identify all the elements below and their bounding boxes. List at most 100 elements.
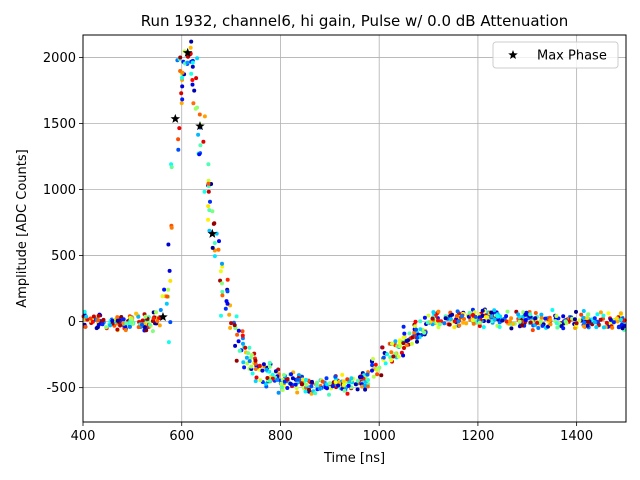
scatter-point	[324, 376, 329, 381]
scatter-point	[379, 373, 384, 378]
scatter-point	[202, 114, 207, 119]
scatter-point	[550, 308, 555, 312]
scatter-point	[608, 317, 613, 322]
scatter-point	[288, 381, 293, 386]
scatter-point	[166, 242, 171, 247]
scatter-point	[397, 341, 402, 346]
scatter-point	[539, 312, 544, 317]
legend-box	[492, 41, 619, 69]
scatter-point	[261, 362, 266, 367]
scatter-point	[225, 277, 230, 282]
scatter-point	[157, 316, 162, 321]
scatter-point	[206, 189, 211, 194]
scatter-point	[244, 355, 249, 360]
scatter-point	[245, 361, 250, 366]
scatter-point	[118, 323, 123, 328]
scatter-point	[194, 76, 199, 81]
scatter-point	[310, 379, 314, 384]
scatter-point	[210, 245, 215, 250]
scatter-point	[349, 376, 354, 381]
scatter-point	[355, 378, 360, 383]
scatter-point	[507, 319, 512, 324]
scatter-point	[158, 308, 163, 312]
scatter-point	[293, 382, 298, 387]
scatter-point	[618, 317, 623, 322]
scatter-point	[604, 320, 609, 325]
scatter-point	[492, 317, 497, 322]
scatter-point	[155, 319, 160, 324]
x-tick-label: 800	[268, 429, 293, 444]
scatter-point	[88, 316, 93, 321]
scatter-point	[345, 391, 350, 396]
scatter-point	[353, 382, 358, 387]
scatter-point	[436, 309, 441, 314]
scatter-point	[492, 308, 497, 313]
scatter-point	[443, 316, 448, 321]
scatter-point	[243, 345, 248, 350]
scatter-point	[517, 319, 522, 324]
scatter-point	[467, 310, 472, 315]
scatter-point	[548, 318, 553, 323]
scatter-point	[176, 137, 181, 142]
scatter-point	[462, 317, 466, 321]
scatter-point	[523, 312, 528, 317]
scatter-point	[380, 345, 385, 350]
scatter-point	[225, 289, 230, 294]
scatter-point	[581, 315, 586, 320]
scatter-point	[359, 375, 364, 379]
scatter-point	[208, 199, 212, 204]
scatter-point	[413, 324, 418, 329]
scatter-point	[340, 372, 345, 377]
scatter-point	[188, 45, 193, 50]
scatter-point	[207, 208, 212, 213]
scatter-point	[325, 386, 329, 391]
scatter-point	[413, 319, 418, 324]
scatter-point	[115, 315, 120, 320]
scatter-point	[253, 367, 258, 371]
scatter-point	[439, 319, 444, 324]
scatter-point	[220, 293, 225, 298]
scatter-point	[160, 294, 165, 299]
scatter-point	[100, 322, 105, 327]
scatter-point	[83, 324, 88, 329]
y-tick-label: 1000	[43, 183, 76, 198]
legend-label-max-phase: Max Phase	[537, 49, 607, 64]
scatter-point	[539, 315, 544, 320]
scatter-points	[81, 39, 627, 397]
y-tick-label: 0	[68, 315, 76, 330]
scatter-point	[422, 330, 427, 335]
scatter-point	[195, 56, 200, 61]
scatter-point	[229, 321, 234, 326]
scatter-point	[289, 372, 293, 377]
y-tick-label: 2000	[43, 51, 76, 66]
scatter-point	[611, 320, 616, 325]
scatter-point	[140, 322, 144, 327]
scatter-point	[185, 60, 190, 65]
scatter-point	[169, 225, 174, 230]
scatter-point	[217, 239, 221, 244]
scatter-point	[365, 372, 370, 377]
scatter-point	[540, 323, 545, 328]
scatter-point	[554, 314, 559, 318]
scatter-point	[273, 369, 278, 374]
scatter-point	[585, 323, 590, 328]
scatter-point	[320, 379, 325, 384]
scatter-point	[415, 339, 419, 344]
scatter-point	[509, 326, 514, 331]
scatter-point	[481, 325, 486, 330]
scatter-point	[180, 97, 185, 102]
scatter-point	[218, 278, 223, 283]
scatter-point	[246, 351, 251, 356]
scatter-point	[454, 314, 459, 319]
x-axis-label: Time [ns]	[323, 451, 385, 466]
scatter-point	[123, 328, 128, 333]
scatter-point	[96, 322, 101, 327]
scatter-point	[189, 71, 194, 76]
scatter-point	[606, 311, 611, 316]
scatter-point	[84, 314, 89, 319]
scatter-point	[430, 316, 435, 321]
scatter-point	[461, 320, 466, 325]
scatter-point	[401, 335, 406, 340]
scatter-point	[197, 112, 202, 117]
scatter-point	[494, 313, 499, 318]
